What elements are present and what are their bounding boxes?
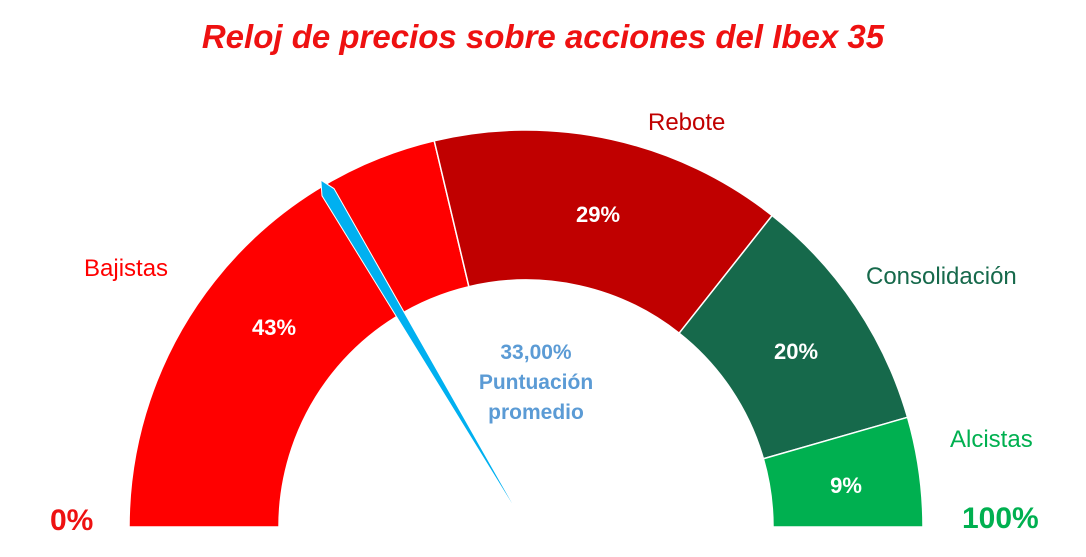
segment-value-bajistas: 43% [251, 315, 297, 340]
segment-value-rebote: 29% [575, 202, 621, 227]
segment-value-alcistas: 9% [830, 473, 862, 498]
category-label-bajistas: Bajistas [84, 255, 169, 282]
category-label-alcistas: Alcistas [950, 426, 1033, 453]
chart-title: Reloj de precios sobre acciones del Ibex… [201, 18, 885, 55]
average-score-value: 33,00% [500, 341, 572, 364]
category-label-rebote: Rebote [648, 109, 726, 136]
average-score-caption-2: promedio [488, 401, 584, 424]
min-label: 0% [50, 504, 94, 537]
segment-value-consolidacion: 20% [773, 339, 819, 364]
average-score: 33,00% Puntuación promedio [466, 338, 606, 428]
max-label: 100% [962, 502, 1039, 535]
category-label-consolidacion: Consolidación [866, 263, 1017, 290]
average-score-caption-1: Puntuación [478, 371, 594, 394]
gauge-segment-4 [762, 416, 924, 528]
gauge-segment-1 [128, 139, 470, 528]
gauge-needle [320, 179, 527, 528]
